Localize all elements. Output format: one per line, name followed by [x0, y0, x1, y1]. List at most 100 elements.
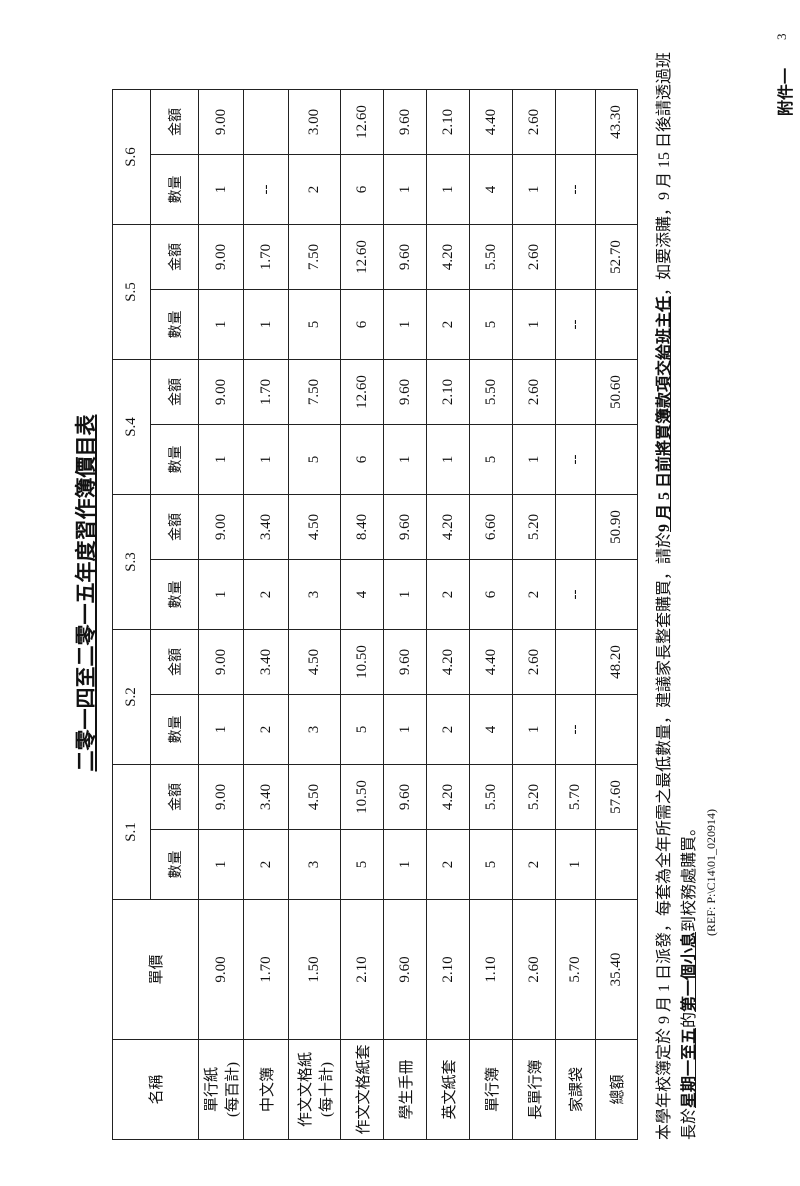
amount: 12.60: [340, 359, 384, 425]
amount: 9.00: [198, 89, 244, 155]
amount: 9.60: [383, 764, 427, 830]
amount: 48.20: [595, 629, 638, 695]
amount: 9.60: [383, 494, 427, 560]
amount: 1.70: [243, 359, 289, 425]
item-name: 長單行簿: [512, 1039, 556, 1140]
unit-price: 2.10: [426, 899, 470, 1040]
quantity: 1: [383, 829, 427, 900]
quantity: 1: [198, 694, 244, 765]
amount: 2.60: [512, 359, 556, 425]
quantity: --: [555, 154, 596, 225]
quantity: 3: [288, 829, 341, 900]
item-name-text: 家課袋: [569, 1067, 585, 1113]
quantity: 6: [469, 559, 513, 630]
quantity: 2: [426, 829, 470, 900]
amount: 2.10: [426, 89, 470, 155]
group-header: S.4: [112, 359, 151, 495]
table-row: 中文簿 1.70 2 3.40 2 3.40 2 3.40 1 1.70 1 1.70 --: [243, 89, 289, 1140]
quantity: 2: [512, 829, 556, 900]
quantity: 1: [383, 694, 427, 765]
sub-header: 金額: [150, 359, 199, 425]
quantity: [595, 154, 638, 225]
unit-price: 5.70: [555, 899, 596, 1040]
quantity: 5: [340, 829, 384, 900]
footer-text: 星期一至五: [681, 1027, 698, 1108]
item-name: 中文簿: [243, 1039, 289, 1140]
item-name: 單行簿: [469, 1039, 513, 1140]
amount: 57.60: [595, 764, 638, 830]
quantity: 1: [383, 289, 427, 360]
amount: 4.50: [288, 494, 341, 560]
amount: 7.50: [288, 359, 341, 425]
title: 二零一四至二零一五年度習作簿價目表: [70, 0, 100, 1186]
amount: 5.20: [512, 764, 556, 830]
price-table: 名稱 單價 S.1 S.2 S.3 S.4 S.5 S.6 數量 金額 數量 金額 數量 金額 數量 金額 數量…: [112, 89, 638, 1140]
amount: 4.50: [288, 629, 341, 695]
quantity: 5: [288, 424, 341, 495]
table-row: 作文文格紙 (每十計) 1.50 3 4.50 3 4.50 3 4.50 5 7.50 5 7.50 2…: [288, 89, 341, 1140]
item-name-text: 單行簿: [484, 1067, 501, 1113]
amount: 10.50: [340, 629, 384, 695]
item-name-text: 作文文格紙套: [355, 1044, 372, 1135]
sub-header: 數量: [150, 694, 199, 765]
unit-price: 2.10: [340, 899, 384, 1040]
unit-price: 1.70: [243, 899, 289, 1040]
item-note: (每十計): [318, 1062, 335, 1117]
quantity: 1: [512, 424, 556, 495]
quantity: --: [243, 154, 289, 225]
sub-header: 金額: [150, 764, 199, 830]
amount: 3.40: [243, 629, 289, 695]
footer-line: 本學年校簿定於 9 月 1 日派發，每套為全年所需之最低數量，建議家長整套購買，…: [650, 52, 674, 1140]
sub-header: 金額: [150, 629, 199, 695]
amount: 4.20: [426, 629, 470, 695]
table-row: 學生手冊 9.60 1 9.60 1 9.60 1 9.60 1 9.60 1 9.60 1 9.60: [383, 89, 427, 1140]
item-name-text: 學生手冊: [398, 1059, 415, 1120]
quantity: [595, 424, 638, 495]
table-row: 總額 35.40 57.60 48.20 50.90 50.60 52.70 43.30: [595, 89, 638, 1140]
footer-line: 長於星期一至五的第一個小息到校務處購買。: [675, 820, 699, 1140]
title-text: 二零一四至二零一五年度習作簿價目表: [74, 414, 98, 772]
quantity: --: [555, 559, 596, 630]
amount: 8.40: [340, 494, 384, 560]
header-row: 名稱 單價 S.1 S.2 S.3 S.4 S.5 S.6: [112, 89, 199, 1140]
sub-header: 數量: [150, 829, 199, 900]
amount: 9.00: [198, 359, 244, 425]
quantity: 4: [469, 154, 513, 225]
amount: 4.50: [288, 764, 341, 830]
quantity: 5: [288, 289, 341, 360]
table-row: 單行紙 (每百計) 9.00 1 9.00 1 9.00 1 9.00 1 9.00 1 9.00 1 9.…: [198, 89, 244, 1140]
footer-text: 9 月 5 日前將買簿款項交給班主任: [656, 295, 673, 532]
amount: 9.60: [383, 629, 427, 695]
amount: 4.20: [426, 764, 470, 830]
sub-header: 金額: [150, 224, 199, 290]
quantity: 1: [198, 424, 244, 495]
quantity: 6: [340, 154, 384, 225]
amount: 9.00: [198, 629, 244, 695]
quantity: 1: [198, 829, 244, 900]
item-name-text: 長單行簿: [527, 1059, 544, 1120]
amount: [555, 629, 596, 695]
unit-price: 35.40: [595, 899, 638, 1040]
quantity: 1: [198, 289, 244, 360]
amount: 5.50: [469, 764, 513, 830]
quantity: 2: [426, 559, 470, 630]
amount: 2.60: [512, 224, 556, 290]
amount: 50.60: [595, 359, 638, 425]
item-name: 單行紙 (每百計): [198, 1039, 244, 1140]
amount: 9.60: [383, 89, 427, 155]
quantity: 1: [512, 694, 556, 765]
item-name: 學生手冊: [383, 1039, 427, 1140]
sub-header: 金額: [150, 89, 199, 155]
amount: 5.50: [469, 224, 513, 290]
quantity: 1: [426, 424, 470, 495]
item-note: (每百計): [225, 1062, 241, 1117]
quantity: 5: [469, 289, 513, 360]
amount: 9.00: [198, 494, 244, 560]
item-name: 英文紙套: [426, 1039, 470, 1140]
sub-header: 金額: [150, 494, 199, 560]
quantity: 1: [383, 559, 427, 630]
amount: 7.50: [288, 224, 341, 290]
amount: 1.70: [243, 224, 289, 290]
amount: 12.60: [340, 89, 384, 155]
